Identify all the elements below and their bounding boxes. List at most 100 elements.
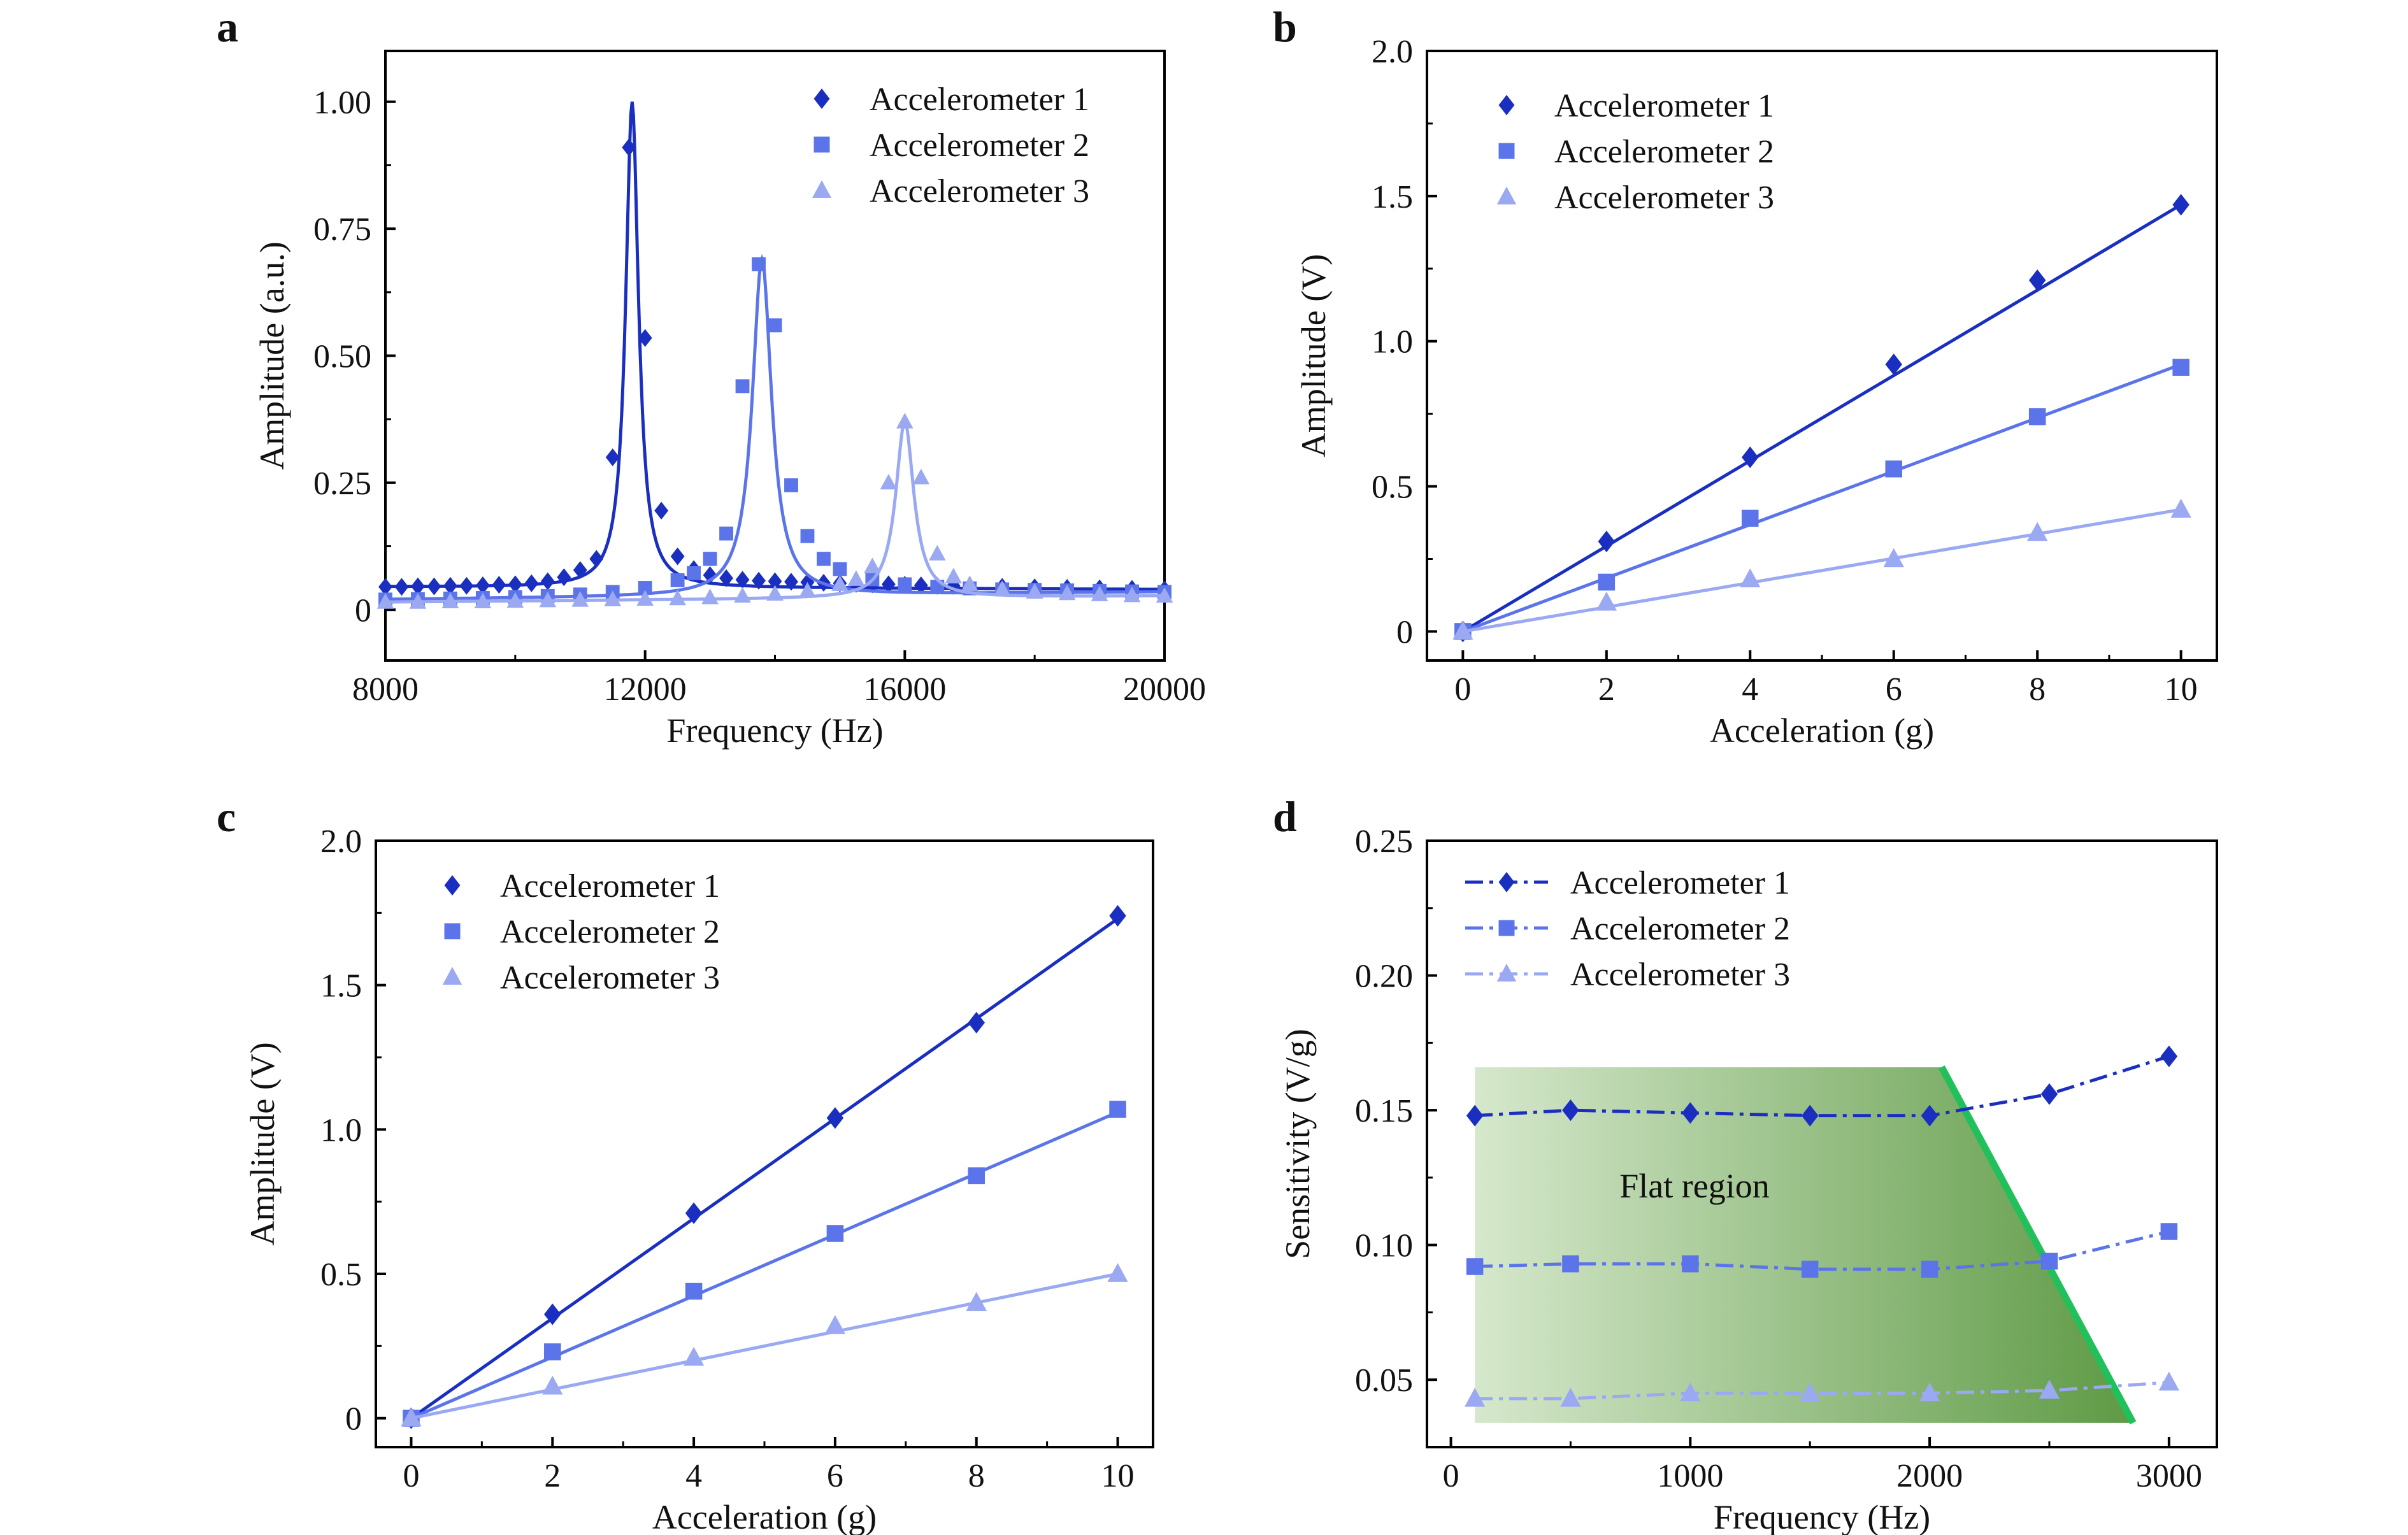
legend-entry-3: Accelerometer 3 [812,173,1089,210]
y-tick-label: 0.20 [1355,959,1413,995]
data-point [928,545,946,561]
data-point [1562,1255,1579,1273]
data-point [768,572,782,590]
data-point [968,1167,985,1185]
x-axis-label: Frequency (Hz) [1714,1498,1930,1535]
x-tick-label: 10 [1101,1458,1135,1494]
legend-entry-3: Accelerometer 3 [1496,180,1774,216]
legend-entry-3: Accelerometer 3 [442,960,720,996]
legend-label: Accelerometer 1 [870,82,1089,118]
data-point [2158,1371,2179,1391]
panel-letter: b [1273,3,1297,51]
data-point [734,587,751,603]
legend-marker [1496,964,1517,982]
data-point [701,589,719,604]
panel-b: b 0 2 4 6 8 10 0 0.5 1.0 1.5 2.0 Acceleration (g) Amp… [1273,3,2218,750]
fit-line [410,1272,1119,1420]
x-axis-label: Frequency (Hz) [666,711,883,750]
panel-d: d Flat region 0 1000 2000 3000 0.05 0.10 0.15 0.2… [1273,792,2218,1535]
data-point [1026,583,1043,599]
data-point [1801,1260,1819,1278]
data-point [654,501,669,520]
data-point [401,1407,422,1427]
flat-region-label: Flat region [1619,1167,1769,1205]
data-point [799,582,816,598]
legend-label: Accelerometer 1 [1554,88,1774,124]
panel-c: c 0 2 4 6 8 10 0 0.5 1.0 1.5 2.0 Acceleration (g) Amp… [217,792,1154,1535]
data-point [1921,1260,1939,1278]
fit-line [1462,508,2182,633]
legend-marker [813,136,830,153]
data-point [831,575,849,591]
data-point [1465,1387,1486,1407]
data-point [1123,586,1141,603]
data-point [1560,1387,1581,1407]
legend-marker [442,967,462,985]
plot-frame [375,839,1154,1448]
y-tick-label: 0.5 [320,1257,362,1293]
series-3 [1465,1371,2179,1407]
data-point [2028,269,2046,292]
data-point [1107,1263,1128,1282]
y-tick-label: 0.50 [313,339,371,375]
legend-label: Accelerometer 3 [1554,180,1774,216]
data-point [685,1282,703,1300]
legend-label: Accelerometer 2 [500,914,720,950]
data-point [506,592,524,608]
series-2 [1466,1223,2178,1278]
data-point [784,573,798,591]
legend-marker [1498,95,1515,115]
y-tick-label: 0 [345,1401,362,1438]
legend-entry-2: Accelerometer 2 [1498,134,1774,170]
data-point [2172,194,2189,216]
data-point [571,591,589,607]
data-point [409,593,427,609]
x-tick-label: 6 [1886,671,1902,708]
x-tick-label: 20000 [1123,671,1206,708]
y-tick-label: 0.25 [1355,824,1413,860]
legend-marker [444,875,461,896]
data-point [573,561,587,580]
series-1 [1454,194,2189,643]
data-point [1598,531,1616,553]
data-point [945,568,963,583]
data-point [1466,1258,1484,1275]
data-point [1452,620,1473,640]
flat-region-boundary-line [1939,1065,2137,1425]
panel-a: a 8000 12000 16000 20000 0 0.25 0.50 0.75 1.00 Fre… [217,3,1206,750]
x-tick-label: 8000 [352,671,419,708]
y-tick-label: 0 [1396,614,1413,650]
data-point [766,585,784,601]
flat-region-area [1475,1067,2133,1423]
panel-letter: d [1273,792,1297,841]
data-point [539,591,557,608]
data-point [1742,446,1759,468]
data-point [993,580,1011,596]
data-point [683,1346,705,1366]
x-tick-label: 3000 [2136,1458,2202,1494]
data-point [2039,1380,2060,1399]
x-tick-label: 4 [685,1458,702,1494]
y-tick-label: 0.15 [1355,1093,1413,1129]
data-point [542,1375,563,1395]
legend-label: Accelerometer 2 [1570,911,1790,947]
series-3 [401,1263,1128,1427]
data-point [1109,904,1126,927]
data-point [1742,510,1759,527]
data-point [1885,460,1902,478]
data-point [474,592,492,608]
series-3 [376,413,1173,609]
panel-letter: c [217,792,236,841]
data-point [1680,1382,1701,1402]
x-tick-label: 8 [968,1458,985,1494]
x-axis-label: Acceleration (g) [652,1498,877,1535]
data-point [1919,1382,1940,1402]
legend-entry-1: Accelerometer 1 [1498,88,1774,124]
data-point [735,571,750,589]
data-point [800,529,815,543]
data-point [719,526,733,541]
data-point [961,575,978,591]
data-point [427,577,441,596]
legend-marker [1496,187,1517,204]
